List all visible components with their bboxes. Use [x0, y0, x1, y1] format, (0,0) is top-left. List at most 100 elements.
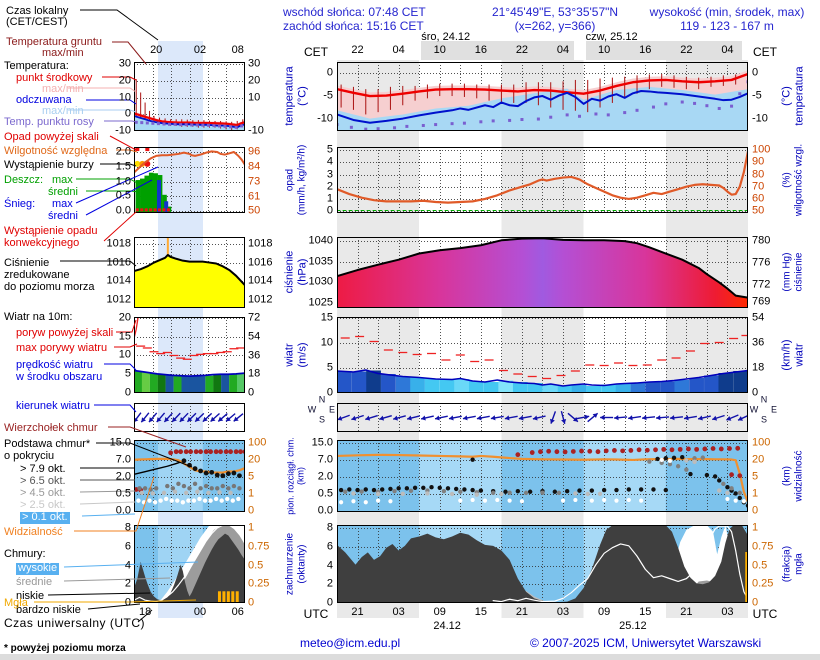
tick-label: 0.75	[248, 540, 270, 553]
date-label: 24.12	[433, 620, 461, 632]
tick-label: 2	[326, 577, 333, 590]
tick-label: 5	[248, 470, 255, 483]
tick-label: 15.0	[311, 436, 333, 449]
sidebar-label: Śnieg:	[4, 198, 36, 210]
axis-title: (frakcja) mgła	[781, 545, 805, 583]
sidebar-label: Temperatura:	[4, 60, 69, 72]
panel-mini_temp	[134, 62, 245, 131]
tick-label: 6	[124, 540, 131, 553]
tick-label: 73	[248, 175, 261, 188]
tick-label: 5	[326, 361, 333, 374]
panel-main_precip	[337, 147, 748, 213]
tick-label: 1025	[308, 296, 333, 309]
tick-label: -10	[248, 124, 264, 137]
tick-label: 1014	[106, 274, 131, 287]
tick-label: 72	[248, 311, 261, 324]
hour-label: 09	[598, 606, 611, 618]
sidebar-label: > 7.9 okt.	[20, 463, 66, 475]
panel-main_temp	[337, 62, 748, 131]
tick-label: 4	[326, 559, 333, 571]
panel-mini_precip	[134, 147, 245, 213]
tick-label: 20	[752, 453, 765, 466]
tick-label: 0.25	[248, 577, 270, 590]
mini-band	[158, 41, 203, 618]
tick-label: 0.75	[752, 540, 774, 553]
tick-label: 90	[752, 155, 765, 168]
tick-label: 8	[326, 521, 333, 534]
hour-label: 04	[392, 44, 405, 56]
tick-label: 0	[752, 596, 759, 609]
panel-mini_press	[134, 237, 245, 308]
sidebar-label: max	[52, 174, 73, 186]
tick-label: 0.5	[317, 487, 333, 500]
date-label: czw, 25.12	[585, 31, 638, 43]
sidebar-label: > 4.5 okt.	[20, 487, 66, 499]
panel-main_wind	[337, 317, 748, 393]
utc-label-right: UTC	[752, 607, 778, 621]
sidebar-label: max porywy wiatru	[16, 342, 108, 354]
sidebar-label: prędkość wiatru	[16, 359, 94, 371]
tick-label: 61	[248, 190, 261, 203]
sidebar-label: punkt środkowy	[16, 72, 93, 84]
tick-label: 2	[124, 577, 131, 590]
tick-label: 769	[752, 295, 771, 308]
tick-label: 1	[752, 487, 759, 500]
panel-mini_cloud	[134, 440, 245, 512]
tick-label: 20	[118, 311, 131, 324]
tick-label: -10	[317, 112, 333, 125]
hour-label: 08	[231, 44, 244, 56]
sidebar-label: Opad powyżej skali	[4, 131, 99, 143]
sidebar-label: Temperatura gruntu	[6, 36, 102, 48]
tick-label: 30	[118, 57, 131, 70]
copyright-text: © 2007-2025 ICM, Uniwersytet Warszawski	[530, 636, 762, 650]
tick-label: 1.0	[115, 175, 131, 188]
utc-label-left: UTC	[303, 607, 329, 621]
hour-label: 21	[515, 606, 529, 618]
tick-label: 20	[248, 453, 261, 466]
cet-label-right: CET	[753, 45, 777, 59]
tick-label: 1012	[248, 293, 273, 306]
sidebar-label: konwekcyjnego	[4, 237, 80, 249]
compass-south: S	[318, 414, 326, 425]
tick-label: 18	[248, 367, 261, 380]
axis-title: temperatura (°C)	[283, 66, 308, 126]
tick-label: 2.0	[317, 470, 333, 483]
tick-label: 80	[752, 168, 765, 180]
panel-mini_okt	[134, 525, 245, 603]
location-coordinates: 21°45'49"E, 53°35'57"N	[491, 5, 619, 19]
compass-north: N	[318, 394, 326, 405]
hour-label: 09	[433, 606, 446, 618]
tick-label: 1016	[106, 256, 131, 269]
hour-label: 00	[193, 606, 207, 618]
tick-label: 100	[752, 143, 771, 156]
tick-label: 0.0	[115, 504, 131, 517]
bottom-page-strip	[0, 654, 820, 660]
sidebar-label: wysokie	[16, 562, 60, 575]
tick-label: 70	[752, 180, 765, 193]
sidebar-label: Czas lokalny	[6, 5, 69, 17]
contact-email-link[interactable]: meteo@icm.edu.pl	[300, 636, 401, 650]
tick-label: 0	[248, 596, 255, 609]
sidebar-label: średni	[48, 210, 78, 222]
tick-label: 50	[752, 204, 765, 217]
tick-label: 1030	[308, 275, 333, 288]
sunset-time: zachód słońca: 15:16 CET	[283, 19, 424, 33]
sidebar-label: o pokryciu	[4, 450, 55, 462]
axis-title: (mm Hg) ciśnienie	[781, 252, 805, 292]
sidebar-label: Wystąpienie opadu	[4, 225, 98, 237]
sidebar-label: max	[52, 198, 73, 210]
sidebar-label: średni	[48, 186, 78, 198]
hour-label: 16	[639, 44, 652, 56]
hour-label: 20	[150, 44, 163, 56]
tick-label: 10	[118, 348, 131, 361]
sidebar-label: do poziomu morza	[4, 281, 95, 293]
tick-label: 1014	[248, 274, 273, 287]
hour-label: 22	[351, 44, 364, 56]
axis-title: (km) widzialność	[781, 450, 805, 502]
tick-label: 0	[124, 596, 131, 609]
tick-label: 1	[326, 192, 333, 205]
axis-title: pion. rozciągł. chm. (km)	[285, 437, 306, 515]
tick-label: 780	[752, 234, 771, 247]
sidebar-label: Deszcz:	[4, 174, 44, 186]
tick-label: 7.0	[317, 453, 333, 466]
